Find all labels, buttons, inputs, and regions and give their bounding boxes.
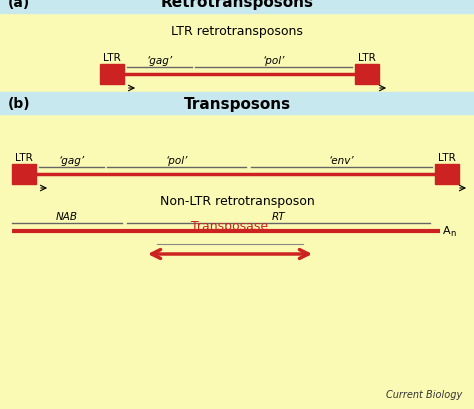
- Text: Current Biology: Current Biology: [386, 389, 462, 399]
- Text: LTR: LTR: [15, 153, 33, 163]
- Text: (b): (b): [8, 97, 31, 111]
- Text: ‘pol’: ‘pol’: [262, 56, 285, 66]
- Text: LTR retrotransposons: LTR retrotransposons: [171, 25, 303, 38]
- Text: (a): (a): [8, 0, 30, 10]
- Text: RT: RT: [272, 211, 285, 221]
- Text: NAB: NAB: [56, 211, 78, 221]
- Text: ‘pol’: ‘pol’: [165, 155, 188, 166]
- Text: LTR: LTR: [438, 153, 456, 163]
- Text: A: A: [443, 225, 451, 236]
- Text: Transposons: Transposons: [183, 96, 291, 111]
- Bar: [12, 164, 36, 184]
- Bar: [100, 65, 124, 85]
- Bar: [435, 164, 459, 184]
- Bar: [0, 0, 474, 14]
- Bar: [355, 65, 379, 85]
- Text: LTR: LTR: [103, 53, 121, 63]
- Text: n: n: [450, 229, 456, 238]
- Text: ‘gag’: ‘gag’: [58, 155, 84, 166]
- Text: LTR: LTR: [358, 53, 376, 63]
- Text: Transposase: Transposase: [191, 220, 269, 232]
- Text: ‘gag’: ‘gag’: [146, 56, 173, 66]
- Text: Retrotransposons: Retrotransposons: [161, 0, 313, 11]
- Text: Non-LTR retrotransposon: Non-LTR retrotransposon: [160, 195, 314, 208]
- Text: ‘env’: ‘env’: [328, 155, 354, 166]
- Bar: [0, 93, 474, 115]
